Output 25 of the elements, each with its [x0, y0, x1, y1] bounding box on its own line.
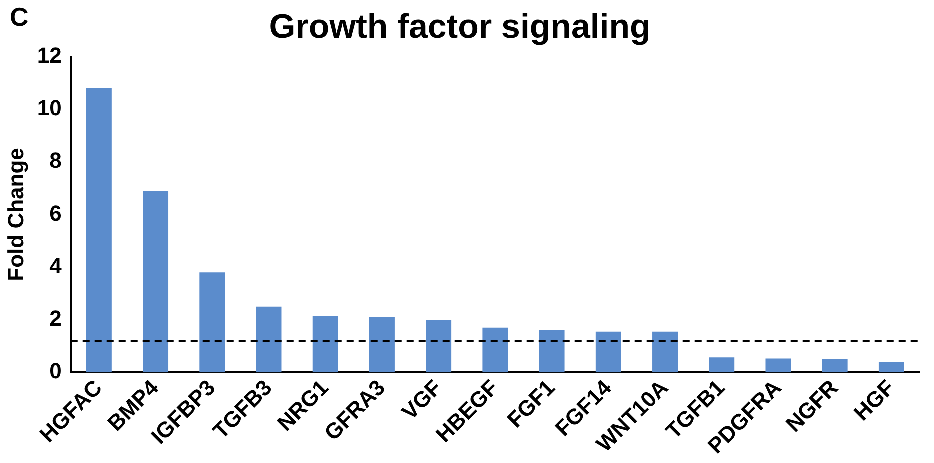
bar: [766, 358, 792, 373]
bar: [86, 88, 112, 373]
bar: [709, 358, 735, 373]
bar: [312, 316, 338, 373]
y-tick-label: 6: [50, 200, 62, 226]
bar: [878, 362, 904, 373]
chart-title: Growth factor signaling: [269, 8, 651, 46]
y-tick-label: 8: [50, 148, 62, 174]
y-tick-label: 2: [50, 306, 62, 332]
text: C: [10, 2, 29, 32]
bar: [822, 359, 848, 373]
y-axis-title: Fold Change: [3, 148, 28, 282]
bar: [596, 332, 622, 373]
y-tick-label: 0: [50, 358, 62, 384]
bar: [652, 332, 678, 373]
bar: [482, 328, 508, 373]
bar: [200, 272, 226, 373]
bar: [539, 330, 565, 373]
y-tick-label: 4: [50, 253, 63, 278]
bar: [256, 306, 282, 373]
bar: [369, 317, 395, 373]
y-tick-label: 12: [37, 42, 62, 68]
bar: [143, 191, 169, 373]
bar: [426, 320, 452, 373]
y-tick-label: 10: [37, 96, 62, 121]
